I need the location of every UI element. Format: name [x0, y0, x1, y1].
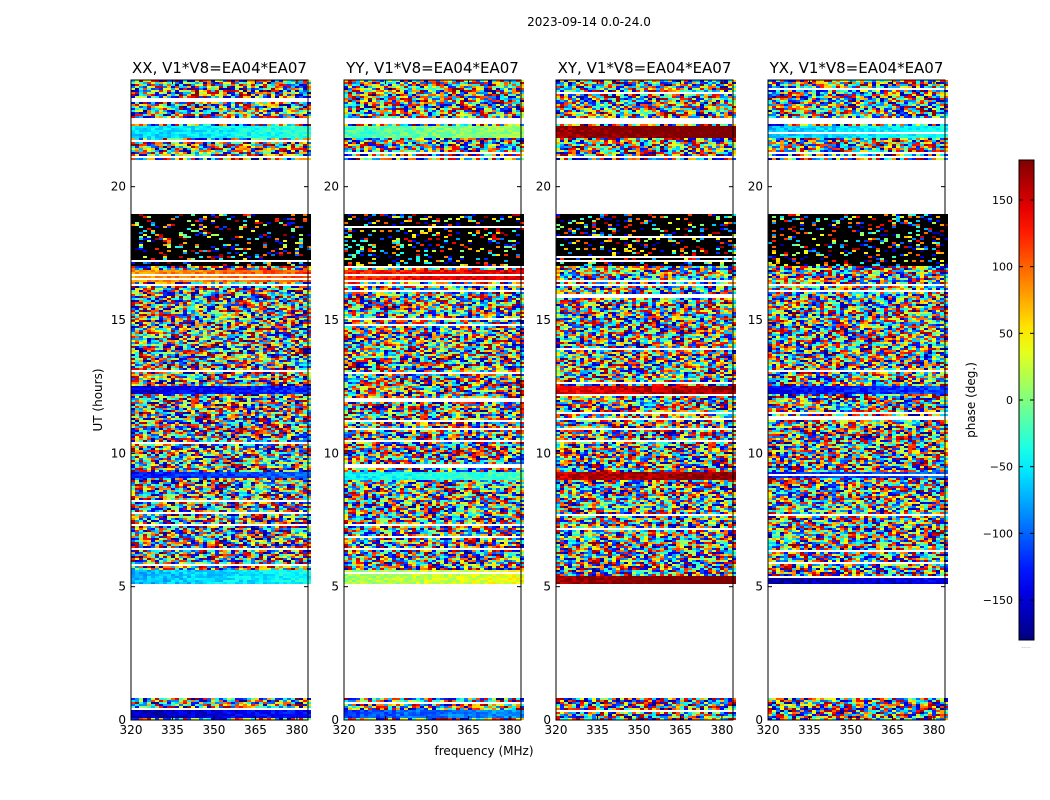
x-tick-label: 335: [161, 723, 184, 737]
y-tick-label: 20: [111, 180, 126, 194]
panel-background: [344, 80, 521, 720]
colorbar-tick-label: 50: [999, 327, 1013, 340]
y-tick-label: 0: [755, 713, 763, 727]
x-tick-label: 350: [628, 723, 651, 737]
x-tick-label: 365: [881, 723, 904, 737]
x-tick-label: 365: [669, 723, 692, 737]
colorbar: 150 100 50 0 −50 −100 −150: [983, 160, 1034, 640]
y-tick-label: 0: [543, 713, 551, 727]
y-tick-label: 15: [536, 313, 551, 327]
figure-suptitle: 2023-09-14 0.0-24.0: [527, 15, 651, 29]
y-tick-label: 5: [118, 580, 126, 594]
x-tick-label: 380: [710, 723, 733, 737]
colorbar-tick-label: 150: [992, 194, 1013, 207]
y-tick-label: 10: [748, 446, 763, 460]
y-tick-label: 0: [331, 713, 339, 727]
y-tick-label: 15: [324, 313, 339, 327]
y-tick-label: 10: [111, 446, 126, 460]
panel-title: XX, V1*V8=EA04*EA07: [132, 59, 307, 77]
y-tick-label: 15: [748, 313, 763, 327]
y-tick-label: 0: [118, 713, 126, 727]
colorbar-tick-label: −50: [990, 461, 1013, 474]
colorbar-tick-label: −100: [983, 527, 1013, 540]
y-tick-label: 10: [536, 446, 551, 460]
x-tick-label: 380: [922, 723, 945, 737]
colorbar-tick-label: 100: [992, 261, 1013, 274]
x-tick-label: 350: [203, 723, 226, 737]
panel-title: YY, V1*V8=EA04*EA07: [345, 59, 519, 77]
panel-title: YX, V1*V8=EA04*EA07: [769, 59, 944, 77]
x-tick-label: 335: [586, 723, 609, 737]
x-tick-label: 350: [840, 723, 863, 737]
x-tick-label: 350: [416, 723, 439, 737]
x-tick-label: 365: [244, 723, 267, 737]
x-tick-label: 335: [374, 723, 397, 737]
colorbar-footer: .....: [1021, 643, 1031, 650]
y-tick-label: 20: [536, 180, 551, 194]
colorbar-label: phase (deg.): [964, 362, 978, 438]
y-axis-label: UT (hours): [91, 368, 105, 431]
x-axis-label: frequency (MHz): [434, 744, 533, 758]
colorbar-tick-label: 0: [1006, 394, 1013, 407]
y-tick-label: 5: [331, 580, 339, 594]
y-tick-label: 5: [755, 580, 763, 594]
x-tick-label: 380: [285, 723, 308, 737]
y-tick-label: 20: [324, 180, 339, 194]
y-tick-label: 15: [111, 313, 126, 327]
x-tick-label: 365: [457, 723, 480, 737]
y-tick-label: 10: [324, 446, 339, 460]
panel-title: XY, V1*V8=EA04*EA07: [558, 59, 732, 77]
colorbar-tick-label: −150: [983, 594, 1013, 607]
y-tick-label: 20: [748, 180, 763, 194]
y-tick-label: 5: [543, 580, 551, 594]
x-tick-label: 335: [798, 723, 821, 737]
x-tick-label: 380: [498, 723, 521, 737]
